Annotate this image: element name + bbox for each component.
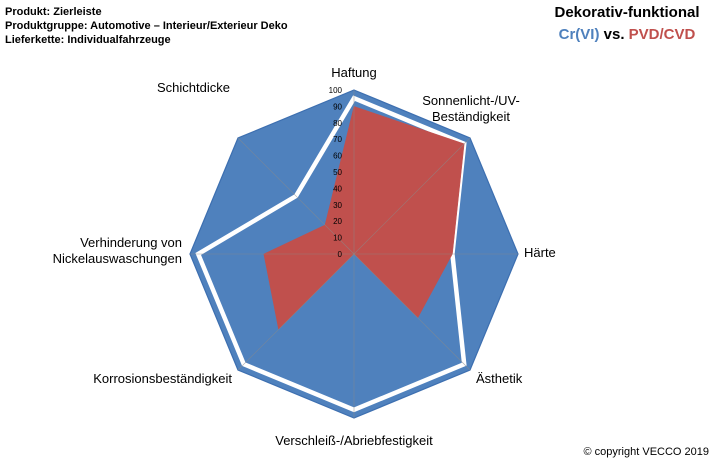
tick-label: 80 bbox=[333, 119, 342, 128]
axis-label: Haftung bbox=[331, 65, 377, 80]
tick-label: 60 bbox=[333, 152, 342, 161]
axis-label: Verhinderung von Nickelauswaschungen bbox=[53, 235, 182, 266]
supply-chain-line: Lieferkette: Individualfahrzeuge bbox=[5, 34, 171, 46]
radar-axis-labels: Haftung Sonnenlicht-/UV-Beständigkeit Härt… bbox=[53, 65, 556, 448]
tick-label: 0 bbox=[338, 250, 343, 259]
axis-label: Sonnenlicht-/UV-Beständigkeit bbox=[422, 93, 520, 124]
tick-label: 50 bbox=[333, 168, 342, 177]
axis-label: Härte bbox=[524, 245, 556, 260]
spoke-line bbox=[237, 253, 355, 371]
series-name-pvd: PVD/CVD bbox=[629, 26, 696, 43]
spoke-line bbox=[237, 137, 355, 255]
tick-label: 10 bbox=[333, 234, 342, 243]
product-group-line: Produktgruppe: Automotive – Interieur/Ex… bbox=[5, 20, 288, 32]
chart-subtitle: Cr(VI) vs. PVD/CVD bbox=[559, 26, 696, 43]
chart-title-block: Dekorativ-funktional Cr(VI) vs. PVD/CVD bbox=[554, 4, 699, 43]
axis-label: Verschleiß-/Abriebfestigkeit bbox=[275, 433, 433, 448]
product-info-block: Produkt: Zierleiste Produktgruppe: Autom… bbox=[5, 6, 288, 46]
tick-label: 90 bbox=[333, 102, 342, 111]
radar-spokes bbox=[190, 90, 518, 418]
copyright-notice: © copyright VECCO 2019 bbox=[584, 446, 710, 458]
chart-title: Dekorativ-funktional bbox=[554, 4, 699, 21]
spoke-line bbox=[353, 137, 471, 255]
axis-label: Korrosionsbeständigkeit bbox=[93, 371, 232, 386]
tick-label: 20 bbox=[333, 217, 342, 226]
tick-label: 30 bbox=[333, 201, 342, 210]
tick-label: 70 bbox=[333, 135, 342, 144]
product-line: Produkt: Zierleiste bbox=[5, 6, 102, 18]
axis-label: Schichtdicke bbox=[157, 80, 230, 95]
radar-tick-labels: 0 10 20 30 40 50 60 70 80 90 100 bbox=[329, 86, 343, 259]
versus-label: vs. bbox=[599, 26, 628, 43]
series-name-crvi: Cr(VI) bbox=[559, 26, 600, 43]
tick-label: 100 bbox=[329, 86, 343, 95]
spoke-line bbox=[353, 253, 471, 371]
tick-label: 40 bbox=[333, 184, 342, 193]
axis-label: Ästhetik bbox=[476, 371, 523, 386]
